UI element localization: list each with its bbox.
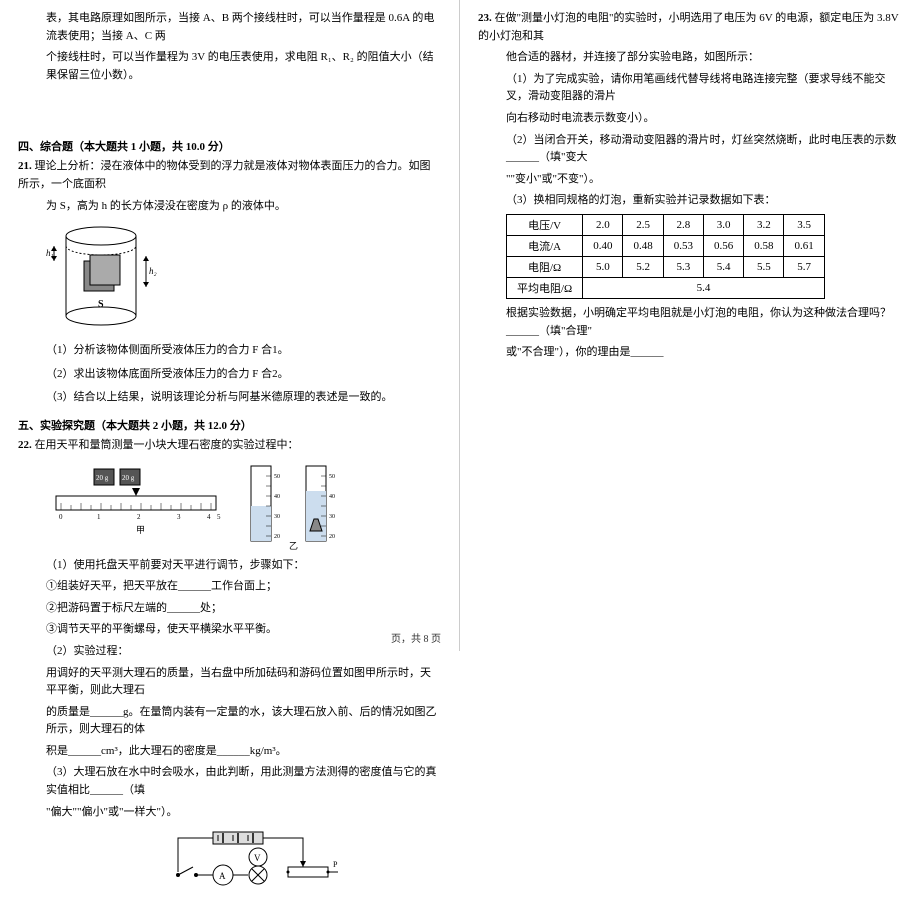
q22-sub1: （1）使用托盘天平前要对天平进行调节，步骤如下： — [18, 557, 441, 575]
table-cell: 3.2 — [744, 214, 784, 235]
svg-text:30: 30 — [274, 514, 280, 520]
q22-sub3b: "偏大""偏小"或"一样大"）。 — [18, 804, 441, 822]
q21-sub1: （1）分析该物体侧面所受液体压力的合力 F 合1。 — [18, 342, 441, 360]
table-cell: 0.48 — [623, 235, 663, 256]
q22-sub2c: 积是______cm³，此大理石的密度是______kg/m³。 — [18, 743, 441, 761]
q23-sub1b: 向右移动时电流表示数变小）。 — [478, 110, 902, 128]
table-cell: 5.5 — [744, 256, 784, 277]
svg-text:20: 20 — [274, 534, 280, 540]
q23-number: 23. — [478, 12, 492, 24]
prev-question-text-1: 表，其电路原理如图所示，当接 A、B 两个接线柱时，可以当作量程是 0.6A 的… — [18, 10, 441, 45]
q23-sub2a: （2）当闭合开关，移动滑动变阻器的滑片时，灯丝突然烧断，此时电压表的示数____… — [478, 132, 902, 167]
q22-sub2b: 的质量是______g。在量筒内装有一定量的水，该大理石放入前、后的情况如图乙所… — [18, 704, 441, 739]
svg-text:1: 1 — [97, 513, 101, 521]
q23-text-b: 他合适的器材，并连接了部分实验电路，如图所示： — [478, 49, 902, 67]
page: 表，其电路原理如图所示，当接 A、B 两个接线柱时，可以当作量程是 0.6A 的… — [0, 0, 920, 651]
q23-sub3: （3）换相同规格的灯泡，重新实验并记录数据如下表： — [478, 192, 902, 210]
svg-text:20: 20 — [329, 534, 335, 540]
table-cell: 电流/A — [507, 235, 583, 256]
table-cell: 5.4 — [583, 277, 825, 298]
table-cell: 5.3 — [663, 256, 703, 277]
svg-text:甲: 甲 — [136, 525, 145, 535]
svg-text:50: 50 — [274, 474, 280, 480]
q22-sub1a: ①组装好天平，把天平放在______工作台面上； — [18, 578, 441, 596]
svg-text:h₂: h₂ — [149, 266, 157, 276]
svg-text:3: 3 — [177, 513, 181, 521]
q21-sub2: （2）求出该物体底面所受液体压力的合力 F 合2。 — [18, 366, 441, 384]
table-cell: 3.5 — [784, 214, 824, 235]
section-5-title: 五、实验探究题（本大题共 2 小题，共 12.0 分） — [18, 417, 441, 433]
table-cell: 2.0 — [583, 214, 623, 235]
svg-text:20 g: 20 g — [96, 474, 109, 482]
q21-line1: 21. 理论上分析：浸在液体中的物体受到的浮力就是液体对物体表面压力的合力。如图… — [18, 158, 441, 193]
q22-sub1b: ②把游码置于标尺左端的______处； — [18, 600, 441, 618]
q23-sub1a: （1）为了完成实验，请你用笔画线代替导线将电路连接完整（要求导线不能交叉，滑动变… — [478, 71, 902, 106]
table-cell: 0.56 — [703, 235, 743, 256]
left-column: 表，其电路原理如图所示，当接 A、B 两个接线柱时，可以当作量程是 0.6A 的… — [0, 0, 460, 651]
q22-sub2: （2）实验过程： — [18, 643, 441, 661]
table-cell: 3.0 — [703, 214, 743, 235]
svg-text:40: 40 — [274, 494, 280, 500]
q22-number: 22. — [18, 439, 32, 451]
svg-text:5: 5 — [217, 513, 221, 521]
q21-text-a: 理论上分析：浸在液体中的物体受到的浮力就是液体对物体表面压力的合力。如图所示，一… — [18, 160, 431, 190]
q21-sub3: （3）结合以上结果，说明该理论分析与阿基米德原理的表述是一致的。 — [18, 389, 441, 407]
table-cell: 电压/V — [507, 214, 583, 235]
q22-sub1c: ③调节天平的平衡螺母，使天平横梁水平平衡。 — [18, 621, 441, 639]
q22-figure: 0 1 2 3 4 5 20 g 20 g 甲 — [46, 461, 441, 551]
page-footer: 页，共 8 页 — [391, 630, 441, 645]
table-cell: 0.40 — [583, 235, 623, 256]
svg-text:0: 0 — [59, 513, 63, 521]
q22-sub3a: （3）大理石放在水中时会吸水，由此判断，用此测量方法测得的密度值与它的真实值相比… — [18, 764, 441, 799]
section-4-title: 四、综合题（本大题共 1 小题，共 10.0 分） — [18, 138, 441, 154]
table-cell: 2.8 — [663, 214, 703, 235]
table-cell: 0.61 — [784, 235, 824, 256]
svg-text:20 g: 20 g — [122, 474, 135, 482]
svg-text:A: A — [219, 871, 226, 881]
q23-circuit-figure: A V P — [138, 827, 441, 897]
q21-figure: S h₁ h₂ — [46, 221, 441, 336]
svg-text:P: P — [333, 860, 338, 869]
q23-sub4b: 或"不合理"），你的理由是______ — [478, 344, 902, 362]
prev-question-text-2: 个接线柱时，可以当作量程为 3V 的电压表使用，求电阻 R₁、R₂ 的阻值大小（… — [18, 49, 441, 84]
svg-text:40: 40 — [329, 494, 335, 500]
table-cell: 5.0 — [583, 256, 623, 277]
svg-text:乙: 乙 — [289, 541, 298, 551]
q22-sub2a: 用调好的天平测大理石的质量，当右盘中所加砝码和游码位置如图甲所示时，天平平衡，则… — [18, 665, 441, 700]
q23-data-table: 电压/V2.02.52.83.03.23.5电流/A0.400.480.530.… — [506, 214, 825, 299]
table-cell: 0.58 — [744, 235, 784, 256]
table-cell: 5.2 — [623, 256, 663, 277]
q23-sub2b: ""变小"或"不变"）。 — [478, 171, 902, 189]
svg-text:V: V — [254, 853, 261, 863]
q22-text-a: 在用天平和量筒测量一小块大理石密度的实验过程中： — [35, 439, 299, 451]
svg-text:50: 50 — [329, 474, 335, 480]
table-cell: 5.7 — [784, 256, 824, 277]
q23-sub4a: 根据实验数据，小明确定平均电阻就是小灯泡的电阻，你认为这种做法合理吗？_____… — [478, 305, 902, 340]
table-cell: 0.53 — [663, 235, 703, 256]
q23-text-a: 在做"测量小灯泡的电阻"的实验时，小明选用了电压为 6V 的电源，额定电压为 3… — [478, 12, 898, 42]
q21-text-b: 为 S，高为 h 的长方体浸没在密度为 ρ 的液体中。 — [18, 198, 441, 216]
q22-line1: 22. 在用天平和量筒测量一小块大理石密度的实验过程中： — [18, 437, 441, 455]
q21-number: 21. — [18, 160, 32, 172]
table-cell: 5.4 — [703, 256, 743, 277]
svg-text:30: 30 — [329, 514, 335, 520]
table-cell: 2.5 — [623, 214, 663, 235]
spacer — [18, 88, 441, 128]
table-cell: 平均电阻/Ω — [507, 277, 583, 298]
right-column: 23. 在做"测量小灯泡的电阻"的实验时，小明选用了电压为 6V 的电源，额定电… — [460, 0, 920, 651]
q23-line1: 23. 在做"测量小灯泡的电阻"的实验时，小明选用了电压为 6V 的电源，额定电… — [478, 10, 902, 45]
svg-text:2: 2 — [137, 513, 141, 521]
svg-text:4: 4 — [207, 513, 211, 521]
table-cell: 电阻/Ω — [507, 256, 583, 277]
svg-text:S: S — [98, 299, 104, 310]
